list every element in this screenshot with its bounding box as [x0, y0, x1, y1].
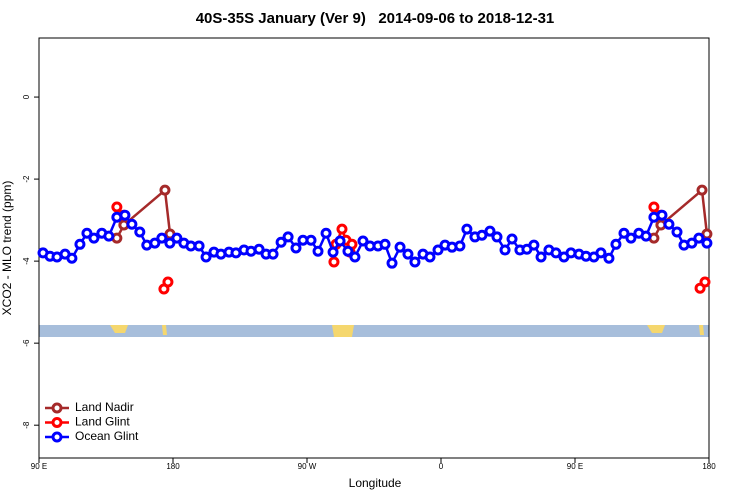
data-point — [164, 237, 176, 249]
data-point — [491, 231, 503, 243]
legend-label: Ocean Glint — [75, 429, 139, 443]
legend-label: Land Glint — [75, 415, 130, 429]
data-point — [379, 238, 391, 250]
data-point — [506, 233, 518, 245]
data-point — [88, 232, 100, 244]
y-tick-label: -4 — [22, 257, 31, 265]
data-point — [476, 229, 488, 241]
data-point — [402, 248, 414, 260]
data-point — [126, 218, 138, 230]
x-tick-label: 180 — [166, 462, 180, 471]
legend-label: Land Nadir — [75, 400, 134, 414]
data-point — [81, 227, 93, 239]
data-point — [305, 234, 317, 246]
y-axis-label: XCO2 - MLO trend (ppm) — [0, 181, 14, 316]
data-point — [193, 240, 205, 252]
data-point — [394, 241, 406, 253]
series-line — [115, 187, 172, 239]
data-point — [134, 226, 146, 238]
data-point — [648, 201, 660, 213]
data-point — [103, 230, 115, 242]
data-point — [111, 201, 123, 213]
data-point — [327, 246, 339, 258]
map-strip — [39, 325, 709, 337]
legend-marker — [51, 417, 63, 428]
data-point — [535, 251, 547, 263]
data-point — [320, 227, 332, 239]
chart-title: 40S-35S January (Ver 9) 2014-09-06 to 20… — [196, 10, 555, 27]
data-point — [357, 235, 369, 247]
data-point — [328, 256, 340, 268]
x-tick-label: 90 E — [567, 462, 583, 471]
x-tick-label: 0 — [439, 462, 444, 471]
data-point — [528, 239, 540, 251]
data-point — [693, 232, 705, 244]
legend-marker — [51, 402, 63, 414]
data-point — [663, 218, 675, 230]
data-point — [149, 237, 161, 249]
data-point — [461, 223, 473, 235]
legend-marker — [51, 431, 63, 443]
data-point — [409, 256, 421, 268]
data-point — [336, 223, 348, 235]
data-point — [119, 209, 131, 221]
data-point — [656, 209, 668, 221]
data-point — [342, 245, 354, 257]
data-point — [432, 244, 444, 256]
data-point — [484, 225, 496, 237]
data-point — [610, 238, 622, 250]
data-point — [701, 237, 713, 249]
data-point — [686, 237, 698, 249]
data-point — [200, 251, 212, 263]
data-point — [162, 276, 174, 288]
data-point — [334, 235, 346, 247]
data-point — [499, 244, 511, 256]
x-tick-label: 90 E — [31, 462, 47, 471]
data-point — [696, 184, 708, 196]
data-point — [253, 243, 265, 255]
data-point — [267, 248, 279, 260]
data-point — [625, 232, 637, 244]
data-point — [282, 231, 294, 243]
data-point — [312, 245, 324, 257]
x-tick-label: 90 W — [298, 462, 317, 471]
y-tick-label: -6 — [22, 339, 31, 347]
data-point — [699, 276, 711, 288]
data-point — [424, 251, 436, 263]
x-axis-label: Longitude — [349, 476, 402, 490]
data-point — [159, 184, 171, 196]
data-point — [171, 232, 183, 244]
data-point — [74, 238, 86, 250]
data-point — [603, 252, 615, 264]
data-point — [550, 247, 562, 259]
data-point — [618, 227, 630, 239]
x-tick-label: 180 — [702, 462, 716, 471]
series-line — [652, 187, 709, 239]
data-point — [595, 247, 607, 259]
data-point — [386, 257, 398, 269]
data-point — [290, 242, 302, 254]
data-point — [454, 240, 466, 252]
data-point — [66, 252, 78, 264]
y-tick-label: -2 — [22, 175, 31, 183]
y-tick-label: -8 — [22, 421, 31, 429]
y-tick-label: 0 — [22, 94, 31, 99]
data-point — [349, 251, 361, 263]
data-point — [275, 236, 287, 248]
data-point — [156, 232, 168, 244]
data-point — [671, 226, 683, 238]
data-point — [640, 230, 652, 242]
